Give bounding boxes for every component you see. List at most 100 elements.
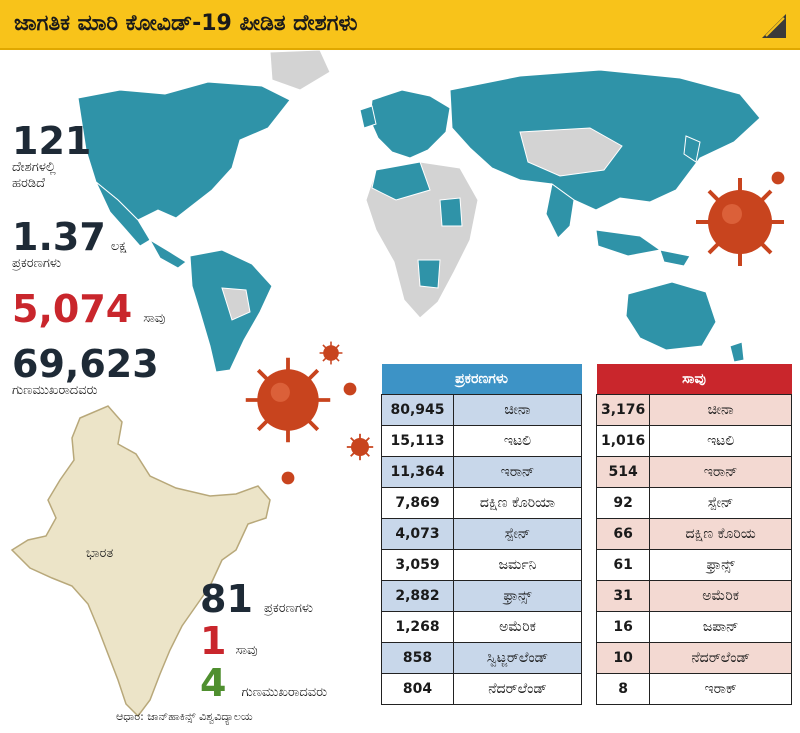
cases-value: 858 <box>381 641 454 674</box>
virus-icon <box>245 357 331 443</box>
table-row: 4,073 ಸ್ಪೇನ್‌ <box>381 517 582 550</box>
countries-count: 121 <box>12 119 92 163</box>
country-name: ಇಟಲಿ <box>649 424 792 457</box>
southeast-asia-region <box>595 229 691 267</box>
table-row: 804 ನೆದರ್‌ಲೆಂಡ್‌ <box>381 672 582 705</box>
india-recovered-count: 4 <box>200 661 227 705</box>
country-name: ನೆದರ್‌ಲೆಂಡ್‌ <box>453 672 582 705</box>
country-name: ಇಟಲಿ <box>453 424 582 457</box>
virus-icon <box>343 382 357 396</box>
country-name: ಜರ್ಮನಿ <box>453 548 582 581</box>
cases-value: 15,113 <box>381 424 454 457</box>
country-name: ಚೀನಾ <box>649 393 792 426</box>
countries-label-line2: ಹರಡಿದೆ <box>12 176 45 191</box>
asia-region <box>449 69 761 239</box>
table-row: 514 ಇರಾನ್‌ <box>595 455 792 488</box>
table-row: 31 ಅಮೆರಿಕ <box>595 579 792 612</box>
country-name: ಇರಾನ್‌ <box>649 455 792 488</box>
world-map <box>77 50 761 373</box>
country-name: ಜಪಾನ್‌ <box>649 610 792 643</box>
cases-value: 11,364 <box>381 455 454 488</box>
australia-region <box>625 281 745 363</box>
table-row: 3,176 ಚೀನಾ <box>595 393 792 426</box>
table-row: 15,113 ಇಟಲಿ <box>381 424 582 457</box>
cases-table-header: ಪ್ರಕರಣಗಳು <box>381 364 582 394</box>
countries-label-line1: ದೇಶಗಳಲ್ಲಿ <box>12 160 56 175</box>
europe-region <box>359 89 451 159</box>
table-row: 10 ನೆದರ್‌ಲೆಂಡ್‌ <box>595 641 792 674</box>
deaths-value: 66 <box>595 517 651 550</box>
table-row: 3,059 ಜರ್ಮನಿ <box>381 548 582 581</box>
deaths-value: 92 <box>595 486 651 519</box>
india-deaths-stat: 1 ಸಾವು <box>200 622 258 660</box>
table-row: 66 ದಕ್ಷಿಣ ಕೊರಿಯ <box>595 517 792 550</box>
virus-icon <box>696 178 784 266</box>
table-row: 61 ಫ್ರಾನ್ಸ್‌ <box>595 548 792 581</box>
deaths-table: ಸಾವು 3,176 ಚೀನಾ 1,016 ಇಟಲಿ 514 ಇರಾನ್‌ 92 ಸ್ಪ… <box>595 364 792 705</box>
table-row: 7,869 ದಕ್ಷಿಣ ಕೊರಿಯಾ <box>381 486 582 519</box>
cases-value: 1,268 <box>381 610 454 643</box>
table-row: 92 ಸ್ಪೇನ್‌ <box>595 486 792 519</box>
deaths-value: 16 <box>595 610 651 643</box>
table-row: 80,945 ಚೀನಾ <box>381 393 582 426</box>
deaths-value: 8 <box>595 672 651 705</box>
deaths-label: ಸಾವು <box>143 311 166 326</box>
north-america-region <box>77 50 331 269</box>
cases-value: 80,945 <box>381 393 454 426</box>
cases-count: 1.37 <box>12 215 106 259</box>
table-row: 16 ಜಪಾನ್‌ <box>595 610 792 643</box>
india-deaths-count: 1 <box>200 619 227 663</box>
header-banner: ಜಾಗತಿಕ ಮಾರಿ ಕೋವಿಡ್‌-19 ಪೀಡಿತ ದೇಶಗಳು <box>0 0 800 50</box>
recovered-count: 69,623 <box>12 342 159 386</box>
country-name: ಸ್ಪೇನ್‌ <box>453 517 582 550</box>
country-name: ಅಮೆರಿಕ <box>649 579 792 612</box>
country-name: ಇರಾಕ್‌ <box>649 672 792 705</box>
country-name: ಚೀನಾ <box>453 393 582 426</box>
country-name: ಫ್ರಾನ್ಸ್‌ <box>649 548 792 581</box>
cases-value: 4,073 <box>381 517 454 550</box>
deaths-stat: 5,074 ಸಾವು <box>12 290 165 328</box>
corner-arrow-icon <box>762 14 786 38</box>
deaths-value: 61 <box>595 548 651 581</box>
table-row: 2,882 ಫ್ರಾನ್ಸ್‌ <box>381 579 582 612</box>
india-map <box>10 405 271 718</box>
india-cases-stat: 81 ಪ್ರಕರಣಗಳು <box>200 580 313 618</box>
india-deaths-label: ಸಾವು <box>235 643 258 658</box>
recovered-label: ಗುಣಮುಖರಾದವರು <box>12 383 98 398</box>
india-recovered-label: ಗುಣಮುಖರಾದವರು <box>241 685 328 700</box>
table-row: 1,016 ಇಟಲಿ <box>595 424 792 457</box>
cases-stat: 1.37 ಲಕ್ಷ ಪ್ರಕರಣಗಳು <box>12 218 126 272</box>
south-america-region <box>189 249 273 373</box>
virus-icon <box>319 341 343 365</box>
cases-table: ಪ್ರಕರಣಗಳು 80,945 ಚೀನಾ 15,113 ಇಟಲಿ 11,364 ಇರ… <box>381 364 582 705</box>
africa-region <box>365 161 479 319</box>
india-label: ಭಾರತ <box>86 546 114 561</box>
cases-value: 3,059 <box>381 548 454 581</box>
cases-value: 7,869 <box>381 486 454 519</box>
deaths-value: 31 <box>595 579 651 612</box>
table-row: 858 ಸ್ವಿಟ್ಜರ್‌ಲೆಂಡ್‌ <box>381 641 582 674</box>
table-row: 11,364 ಇರಾನ್‌ <box>381 455 582 488</box>
deaths-count: 5,074 <box>12 287 133 331</box>
recovered-stat: 69,623 ಗುಣಮುಖರಾದವರು <box>12 345 159 399</box>
table-row: 8 ಇರಾಕ್‌ <box>595 672 792 705</box>
cases-value: 2,882 <box>381 579 454 612</box>
virus-icon <box>346 433 374 461</box>
country-name: ದಕ್ಷಿಣ ಕೊರಿಯಾ <box>453 486 582 519</box>
country-name: ಸ್ಪೇನ್‌ <box>649 486 792 519</box>
virus-icon <box>771 171 785 185</box>
india-recovered-stat: 4 ಗುಣಮುಖರಾದವರು <box>200 664 327 702</box>
country-name: ಸ್ವಿಟ್ಜರ್‌ಲೆಂಡ್‌ <box>453 641 582 674</box>
cases-unit: ಲಕ್ಷ <box>110 239 127 254</box>
deaths-value: 514 <box>595 455 651 488</box>
virus-icon <box>281 471 295 485</box>
india-cases-label: ಪ್ರಕರಣಗಳು <box>263 601 314 616</box>
page-title: ಜಾಗತಿಕ ಮಾರಿ ಕೋವಿಡ್‌-19 ಪೀಡಿತ ದೇಶಗಳು <box>14 11 358 36</box>
country-name: ಇರಾನ್‌ <box>453 455 582 488</box>
countries-stat: 121 ದೇಶಗಳಲ್ಲಿ ಹರಡಿದೆ <box>12 122 91 192</box>
country-name: ಫ್ರಾನ್ಸ್‌ <box>453 579 582 612</box>
country-name: ಅಮೆರಿಕ <box>453 610 582 643</box>
deaths-value: 1,016 <box>595 424 651 457</box>
deaths-table-header: ಸಾವು <box>596 364 792 394</box>
source-note: ಆಧಾರ: ಜಾನ್‌ಹಾಕಿನ್ಸ್‌ ವಿಶ್ವವಿದ್ಯಾಲಯ <box>116 710 253 723</box>
